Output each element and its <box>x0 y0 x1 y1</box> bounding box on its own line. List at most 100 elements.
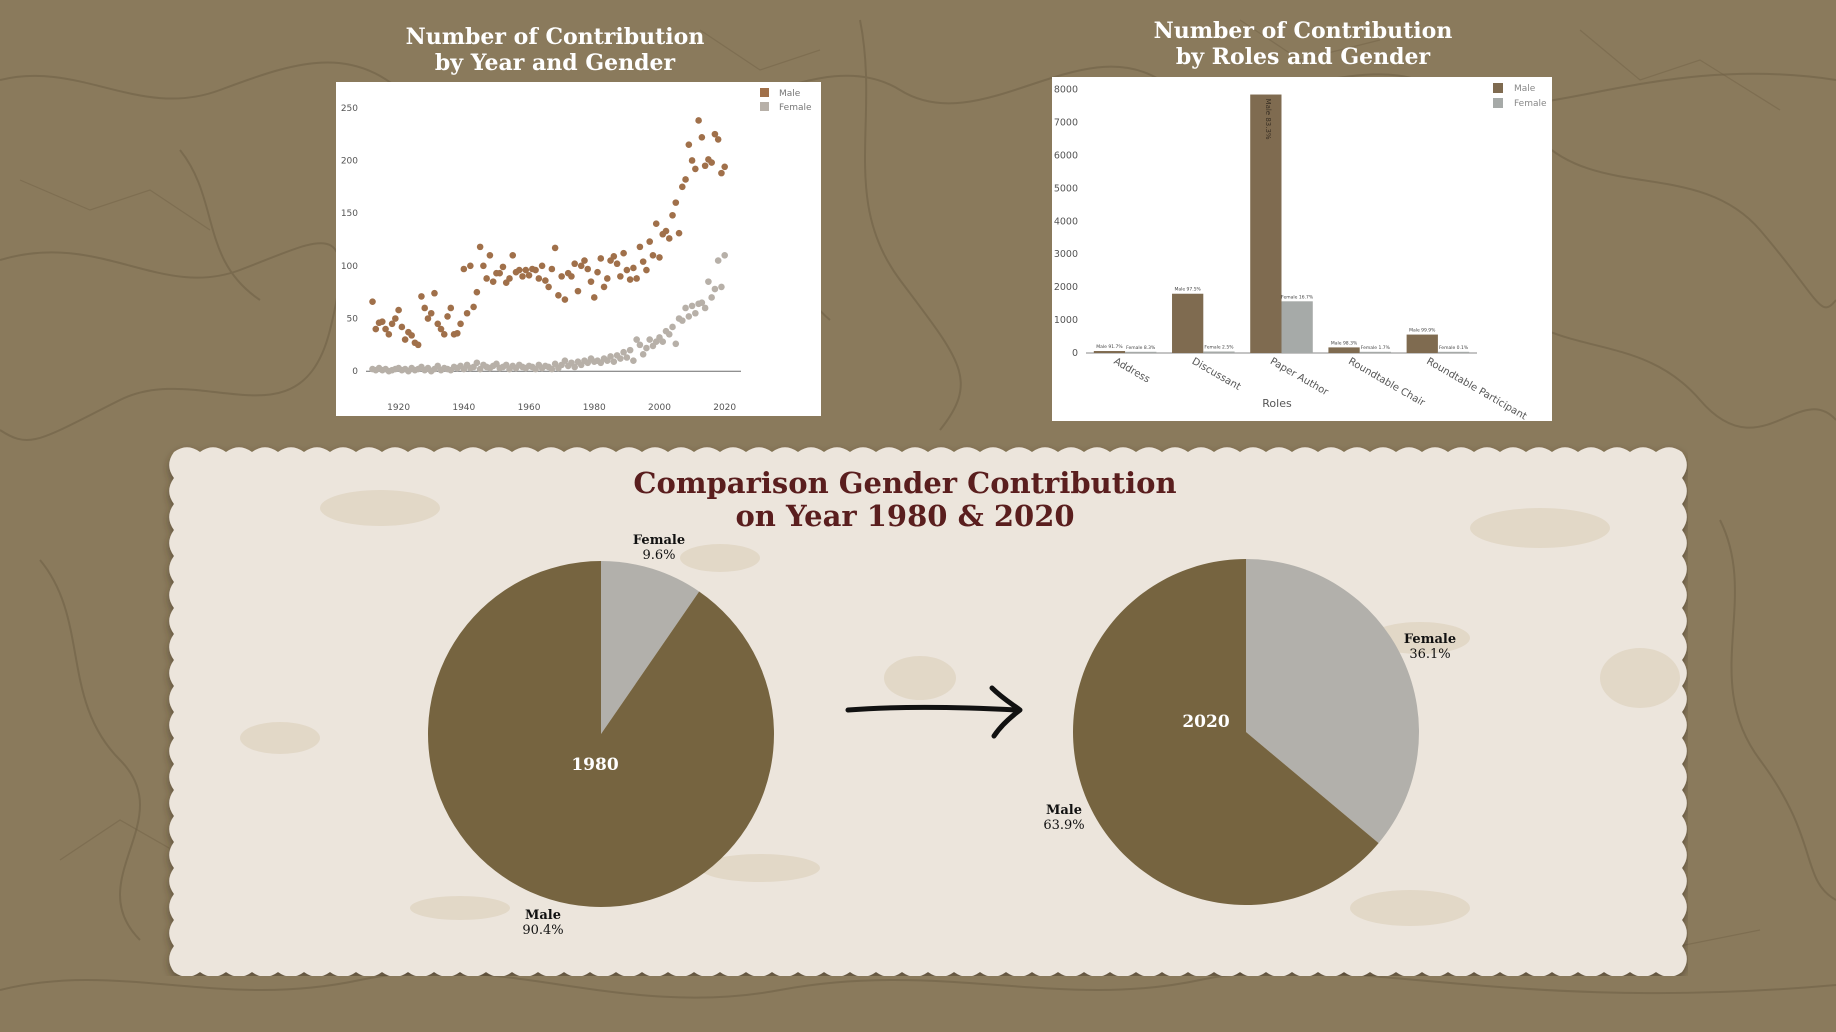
bar-ytick-label: 2000 <box>1054 282 1078 293</box>
scatter-point-male <box>548 265 556 273</box>
scatter-point-female <box>665 331 673 338</box>
scatter-point-male <box>388 320 396 328</box>
scatter-point-male <box>581 257 588 264</box>
legend-label-male: Male <box>779 89 801 99</box>
comparison-title-line1: Comparison Gender Contribution <box>633 466 1177 500</box>
legend-swatch-female <box>760 102 769 111</box>
scatter-point-male <box>636 243 644 251</box>
scatter-point-male <box>447 304 455 312</box>
bar-data-label: Male 99.9% <box>1409 328 1436 334</box>
bar-ytick-label: 1000 <box>1054 315 1078 326</box>
scatter-point-male <box>656 254 663 261</box>
pie-1980-male-slice <box>427 561 774 907</box>
scatter-point-male <box>535 275 543 282</box>
scatter-point-male <box>692 165 699 173</box>
scatter-point-male <box>414 341 422 349</box>
scatter-point-male <box>630 264 637 272</box>
scatter-xtick-label: 2000 <box>648 403 671 413</box>
bar-female <box>1281 301 1313 353</box>
scatter-point-male <box>392 315 399 322</box>
scatter-point-male <box>701 162 709 170</box>
legend-label-female: Female <box>779 103 812 113</box>
scatter-point-male <box>695 117 702 124</box>
scatter-point-male <box>708 159 715 166</box>
scatter-point-male <box>398 323 406 331</box>
scatter-point-female <box>705 278 712 285</box>
bar-data-label: Female 0.1% <box>1439 345 1469 351</box>
scatter-point-male <box>610 253 618 260</box>
scatter-ytick-label: 150 <box>341 209 358 219</box>
scatter-point-female <box>626 346 634 354</box>
scatter-point-male <box>577 262 585 270</box>
scatter-point-male <box>551 244 559 252</box>
pie2020-male-label: Male 63.9% <box>1024 803 1104 833</box>
scatter-point-female <box>630 357 637 364</box>
scatter-point-male <box>467 262 474 270</box>
bar-female <box>1359 351 1391 353</box>
scatter-point-male <box>408 332 415 339</box>
scatter-point-male <box>385 331 393 338</box>
scatter-point-female <box>679 317 686 324</box>
pie2020-male-pct: 63.9% <box>1043 818 1085 833</box>
pie1980-female-label: Female 9.6% <box>619 533 699 563</box>
scatter-point-male <box>538 262 546 270</box>
scatter-point-male <box>421 304 428 312</box>
pie2020-male-name: Male <box>1045 803 1083 818</box>
comparison-title-line2: on Year 1980 & 2020 <box>735 499 1075 533</box>
scatter-point-male <box>584 265 592 273</box>
scatter-point-female <box>473 359 481 367</box>
scatter-point-male <box>711 130 719 138</box>
scatter-point-female <box>708 294 715 301</box>
scatter-xtick-label: 1960 <box>518 403 541 413</box>
scatter-point-male <box>509 252 517 259</box>
scatter-point-female <box>721 252 728 259</box>
scatter-ytick-label: 100 <box>341 262 358 272</box>
scatter-chart-card: 0 50 100 150 200 250 1920 1940 1960 1980 2000 2020 M… <box>336 82 821 416</box>
scatter-point-male <box>685 141 693 148</box>
scatter-point-male <box>440 331 448 338</box>
pie-2020-female-slice <box>1246 559 1419 844</box>
scatter-point-male <box>682 176 689 183</box>
scatter-point-male <box>620 249 627 257</box>
scatter-point-female <box>607 353 614 360</box>
scatter-point-male <box>532 266 539 274</box>
scatter-point-male <box>590 294 598 301</box>
pie1980-center-label: 1980 <box>571 755 619 775</box>
bar-data-label: Female 16.7% <box>1281 294 1314 300</box>
pie1980-male-name: Male <box>524 908 562 923</box>
scatter-point-male <box>542 277 549 284</box>
scatter-point-female <box>688 302 696 310</box>
scatter-point-male <box>454 329 461 337</box>
scatter-point-male <box>424 315 432 322</box>
scatter-point-male <box>594 268 601 276</box>
scatter-point-male <box>558 273 565 280</box>
scatter-point-male <box>431 289 438 297</box>
scatter-point-male <box>437 325 445 333</box>
comparison-title: Comparison Gender Contribution on Year 1… <box>560 467 1250 533</box>
scatter-point-female <box>561 357 569 364</box>
scatter-ytick-label: 50 <box>347 315 359 325</box>
bar-legend-swatch-male <box>1493 83 1503 93</box>
scatter-point-male <box>369 298 376 305</box>
scatter-point-male <box>489 278 497 285</box>
scatter-point-male <box>395 306 402 314</box>
scatter-point-female <box>617 355 624 362</box>
scatter-point-male <box>460 265 468 273</box>
bar-ytick-label: 4000 <box>1054 216 1078 227</box>
scatter-point-female <box>610 358 618 366</box>
scatter-point-male <box>561 296 569 303</box>
scatter-point-male <box>418 293 425 300</box>
bar-legend-label-female: Female <box>1514 99 1547 109</box>
scatter-title: Number of Contribution by Year and Gende… <box>380 24 730 76</box>
scatter-point-male <box>652 220 660 227</box>
scatter-point-male <box>476 243 484 251</box>
scatter-point-male <box>688 157 696 164</box>
scatter-point-male <box>506 275 513 282</box>
scatter-point-male <box>600 283 608 291</box>
scatter-point-male <box>613 260 621 268</box>
scatter-ytick-label: 250 <box>341 104 358 114</box>
scatter-point-female <box>672 340 680 348</box>
bar-data-label: Male 97.5% <box>1174 287 1201 293</box>
scatter-point-male <box>555 292 562 299</box>
scatter-point-male <box>646 238 653 245</box>
